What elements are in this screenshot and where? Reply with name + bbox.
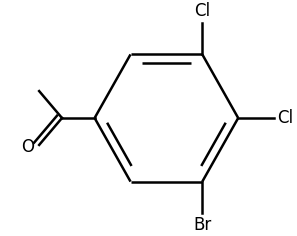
Text: Cl: Cl — [277, 109, 293, 127]
Text: O: O — [21, 138, 34, 156]
Text: Cl: Cl — [194, 2, 210, 20]
Text: Br: Br — [193, 216, 211, 234]
